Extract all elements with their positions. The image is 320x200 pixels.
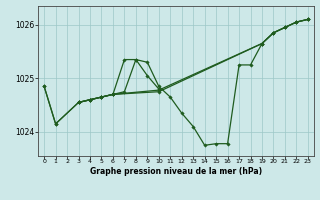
X-axis label: Graphe pression niveau de la mer (hPa): Graphe pression niveau de la mer (hPa) [90, 167, 262, 176]
